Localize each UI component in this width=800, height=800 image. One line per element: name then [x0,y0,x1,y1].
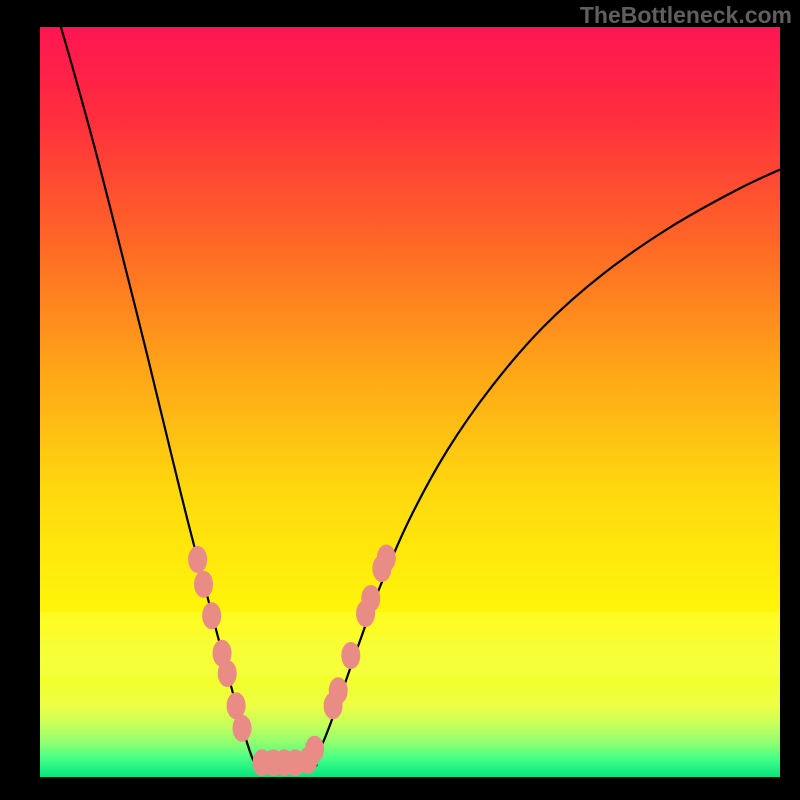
marker-dot [195,571,213,597]
marker-dot [377,545,395,571]
bottleneck-curve-chart [40,27,780,777]
marker-dot [362,586,380,612]
marker-dot [342,643,360,669]
marker-dot [306,736,324,762]
marker-dot [329,678,347,704]
marker-dot [233,715,251,741]
marker-dot [203,603,221,629]
marker-dot [218,661,236,687]
watermark-text: TheBottleneck.com [580,2,792,29]
plot-area [40,27,780,777]
marker-dot [189,547,207,573]
bottom-score-bands [40,612,780,677]
chart-frame: TheBottleneck.com [0,0,800,800]
